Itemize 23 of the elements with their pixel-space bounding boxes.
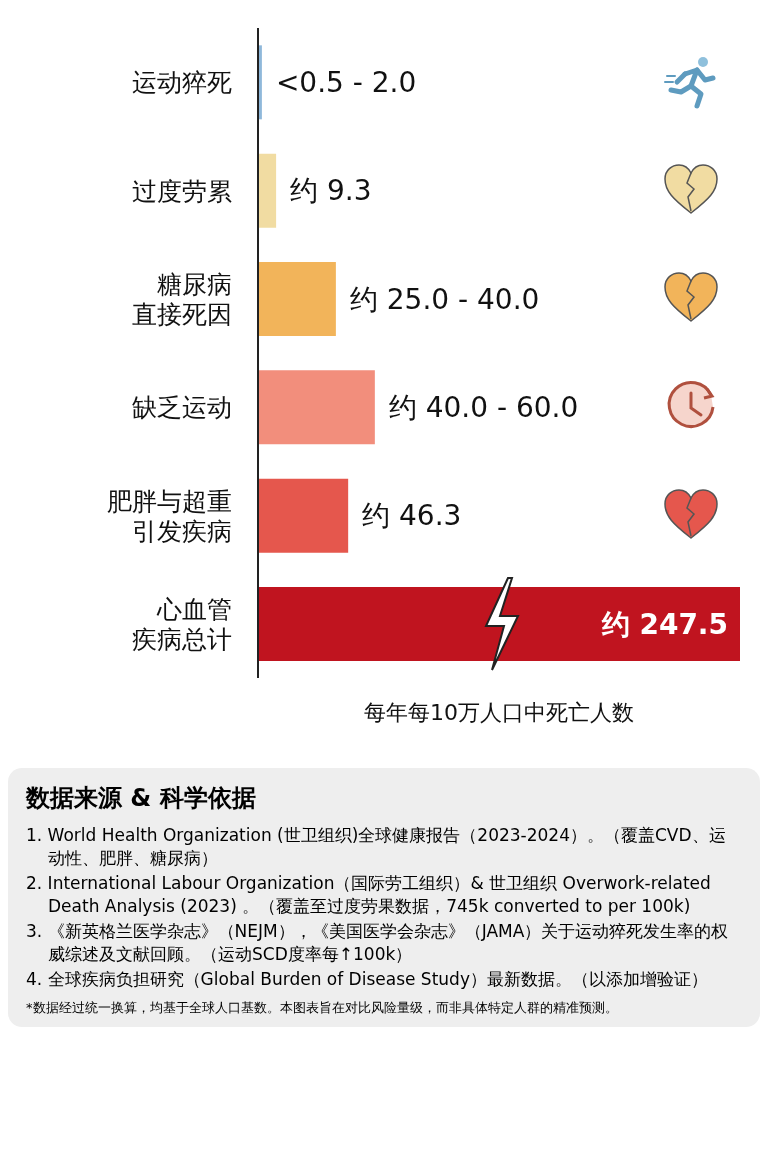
source-note: 数据来源 & 科学依据 (26, 783, 257, 814)
data-label: <0.5 - 2.0 (275, 65, 417, 99)
y-tick-label: 过度劳累 (132, 176, 232, 205)
bar (258, 262, 336, 336)
bar (258, 153, 277, 228)
y-tick-label: 肥胖与超重引发疾病 (107, 486, 232, 545)
data-label: 约 40.0 - 60.0 (388, 390, 579, 424)
bar (258, 478, 349, 553)
y-tick-label: 糖尿病直接死因 (132, 269, 232, 329)
y-tick-label: 缺乏运动 (132, 392, 232, 422)
text: *数据经过统一换算，均基于全球人口基数。本图表旨在对比风险量级，而非具体特定人群的精准预测。 (26, 998, 619, 1017)
y-tick-label: 心血管疾病总计 (132, 594, 232, 654)
y-tick-label: 运动猝死 (132, 67, 232, 97)
bar (258, 370, 375, 445)
data-label: 约 25.0 - 40.0 (349, 282, 540, 316)
text: 4. 全球疾病负担研究（Global Burden of Disease Study）最新数据。（以添加增验证） (26, 967, 709, 991)
x-axis-title: 每年每10万人口中死亡人数 (363, 699, 635, 727)
text: 2. International Labour Organization（国际劳工组织）& 世卫组织 Overwork-related Death Analysis (2023) 。（覆盖至过度劳果数据，745k converted to per 100k) (26, 871, 712, 918)
data-label: 约 247.5 (600, 607, 728, 641)
text: 3. 《新英格兰医学杂志》（NEJM），《美国医学会杂志》（JAMA）关于运动猝死发生率的权威综述及文献回顾。（运动SCD度率每↑100k） (26, 919, 730, 966)
data-label: 约 9.3 (290, 174, 372, 208)
data-label: 约 46.3 (362, 499, 462, 533)
text: 1. World Health Organization (世卫组织)全球健康报告（2023-2024）。（覆盖CVD、运动性、肥胖、糖尿病） (26, 824, 727, 870)
